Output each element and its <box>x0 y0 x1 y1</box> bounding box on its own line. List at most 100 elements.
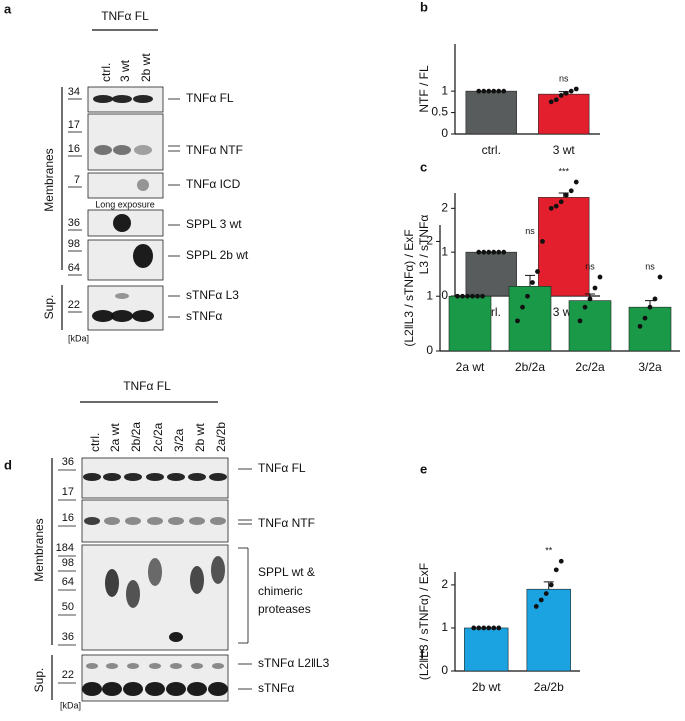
panel-letter: a <box>4 1 12 16</box>
x-tick-label: 2a wt <box>456 360 485 374</box>
annotation: ns <box>525 226 535 236</box>
lane-label: 2a/2b <box>214 422 228 452</box>
data-point <box>486 625 492 631</box>
y-tick-label: 2 <box>441 577 448 591</box>
note: Long exposure <box>95 199 155 209</box>
band <box>210 517 226 525</box>
error-bar <box>543 581 554 590</box>
y-tick-label: 2 <box>441 201 448 215</box>
blot <box>87 285 164 331</box>
band <box>93 95 113 103</box>
data-point <box>533 604 539 609</box>
data-point <box>480 293 485 299</box>
band <box>145 682 165 696</box>
y-axis-label: NTF / FL <box>417 65 431 113</box>
data-point <box>553 567 559 573</box>
band <box>113 214 131 232</box>
data-point <box>475 293 480 299</box>
data-point <box>520 304 525 310</box>
band <box>103 473 121 481</box>
data-point <box>481 88 487 94</box>
band <box>133 95 153 103</box>
band <box>123 682 143 696</box>
band <box>94 145 112 155</box>
band-label: TNFα FL <box>186 91 234 105</box>
data-point <box>538 597 544 603</box>
annotation: *** <box>558 166 569 176</box>
mw-marker: 17 <box>62 486 74 498</box>
data-point <box>558 199 564 205</box>
group-label: Membranes <box>42 148 56 211</box>
panel-letter: b <box>420 0 428 14</box>
data-point <box>573 179 579 185</box>
bar <box>448 295 492 352</box>
data-point <box>496 249 502 255</box>
annotation: ns <box>559 73 569 83</box>
bar <box>526 588 571 672</box>
data-point <box>553 203 559 209</box>
data-point <box>501 88 507 94</box>
data-point <box>530 280 535 285</box>
band <box>113 145 131 155</box>
band-label: TNFα NTF <box>186 143 243 157</box>
lane-label: ctrl. <box>88 433 102 452</box>
panel-letter: d <box>4 457 12 472</box>
data-point <box>501 249 507 255</box>
bar <box>464 627 509 672</box>
mw-marker: 34 <box>68 86 80 98</box>
mw-marker: 64 <box>68 262 80 274</box>
mw-marker: 36 <box>62 631 74 643</box>
data-point <box>548 205 554 211</box>
y-axis-label: (L2‖L3 / sTNFα) / ExF <box>402 229 416 346</box>
x-tick-label: 2b wt <box>472 680 501 694</box>
data-point <box>491 625 497 631</box>
y-tick-label: 0 <box>426 343 433 357</box>
band <box>132 310 154 322</box>
band <box>208 682 228 696</box>
bar <box>628 306 672 352</box>
annotation: ** <box>545 546 553 556</box>
unit: [kDa] <box>60 700 81 710</box>
data-point <box>558 558 564 564</box>
data-point <box>455 293 460 299</box>
band <box>124 473 142 481</box>
mw-marker: 17 <box>68 119 80 131</box>
band <box>106 663 118 669</box>
y-tick-label: 1 <box>441 83 448 97</box>
lane-label: 2c/2a <box>151 422 165 452</box>
data-point <box>476 88 482 94</box>
bar <box>538 197 590 297</box>
band <box>187 682 207 696</box>
mw-marker: 50 <box>62 601 74 613</box>
data-point <box>496 88 502 94</box>
data-point <box>577 318 583 324</box>
band <box>115 293 129 299</box>
x-tick-label: 2a/2b <box>534 680 564 694</box>
band <box>170 663 182 669</box>
y-tick-label: 1 <box>426 288 433 302</box>
data-point <box>535 269 540 274</box>
data-point <box>491 249 497 255</box>
band <box>82 682 102 696</box>
lane-label: 2b/2a <box>129 422 143 452</box>
y-tick-label: 0 <box>441 288 448 302</box>
band-label: TNFα ICD <box>186 177 241 191</box>
data-point <box>568 88 574 94</box>
band <box>212 663 224 669</box>
band <box>189 517 205 525</box>
mw-marker: 98 <box>68 238 80 250</box>
band <box>126 580 140 608</box>
band <box>190 566 204 594</box>
panel-letter: c <box>420 159 427 174</box>
band-label: SPPL 2b wt <box>186 248 249 262</box>
lane-label: ctrl. <box>99 63 113 82</box>
data-point <box>481 249 487 255</box>
band <box>104 517 120 525</box>
mw-marker: 184 <box>56 542 74 554</box>
data-point <box>481 625 487 631</box>
band <box>134 145 152 155</box>
data-point <box>515 318 520 324</box>
band <box>147 517 163 525</box>
data-point <box>540 239 545 244</box>
